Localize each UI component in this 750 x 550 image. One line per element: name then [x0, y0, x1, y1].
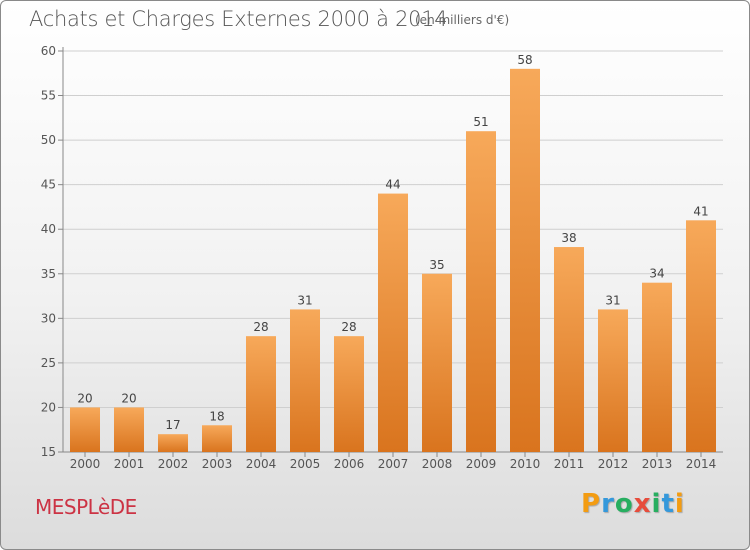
y-tick-label: 20 — [41, 400, 56, 414]
bar-2005 — [290, 309, 320, 452]
x-tick-label: 2004 — [246, 457, 277, 471]
y-tick-label: 55 — [41, 89, 56, 103]
data-label: 35 — [429, 258, 444, 272]
bar-2009 — [466, 131, 496, 452]
data-label: 28 — [253, 320, 268, 334]
x-tick-label: 2012 — [598, 457, 629, 471]
logo-letter: r — [601, 489, 615, 519]
data-label: 20 — [121, 391, 136, 405]
commune-name: MESPLèDE — [35, 495, 137, 519]
x-tick-label: 2011 — [554, 457, 585, 471]
y-tick-label: 30 — [41, 311, 56, 325]
bar-2008 — [422, 273, 452, 452]
logo-letter: x — [633, 489, 652, 519]
logo-letter: o — [614, 489, 634, 519]
data-label: 58 — [517, 53, 532, 67]
bar-2011 — [554, 247, 584, 452]
x-tick-label: 2003 — [202, 457, 233, 471]
bar-2003 — [202, 425, 232, 452]
x-tick-label: 2014 — [686, 457, 717, 471]
bar-2002 — [158, 434, 188, 452]
bar-2007 — [378, 193, 408, 453]
logo-letter: P — [581, 489, 602, 519]
data-label: 18 — [209, 409, 224, 423]
y-tick-label: 60 — [41, 44, 56, 58]
x-tick-label: 2005 — [290, 457, 321, 471]
data-label: 20 — [77, 391, 92, 405]
bar-2001 — [114, 407, 144, 452]
data-label: 34 — [649, 267, 664, 281]
y-tick-label: 25 — [41, 356, 56, 370]
x-tick-label: 2009 — [466, 457, 497, 471]
tick-labels: 15 20 25 30 35 40 45 50 55 60 2000 2001 2002 2003 2004… — [41, 44, 717, 471]
proxiti-logo: Proxiti — [581, 489, 685, 519]
x-tick-label: 2006 — [334, 457, 365, 471]
x-tick-label: 2008 — [422, 457, 453, 471]
data-labels: 20 20 17 18 28 31 28 44 35 51 58 38 31 34 41 — [77, 53, 708, 432]
logo-letter: i — [674, 489, 685, 519]
y-tick-label: 35 — [41, 267, 56, 281]
x-tick-label: 2002 — [158, 457, 189, 471]
bars — [70, 68, 716, 453]
chart-title: Achats et Charges Externes 2000 à 2014 — [29, 7, 448, 31]
data-label: 17 — [165, 418, 180, 432]
x-tick-label: 2000 — [70, 457, 101, 471]
data-label: 31 — [605, 293, 620, 307]
logo-letter: i — [651, 489, 662, 519]
bar-2000 — [70, 407, 100, 452]
data-label: 41 — [693, 204, 708, 218]
y-tick-label: 40 — [41, 222, 56, 236]
bar-2014 — [686, 220, 716, 452]
y-tick-label: 50 — [41, 133, 56, 147]
logo-letter: t — [661, 489, 675, 519]
bar-2010 — [510, 68, 540, 453]
data-label: 51 — [473, 115, 488, 129]
x-tick-label: 2013 — [642, 457, 673, 471]
bar-2013 — [642, 282, 672, 452]
bar-2006 — [334, 336, 364, 452]
chart-unit: (en milliers d'€) — [415, 13, 510, 27]
bar-2012 — [598, 309, 628, 452]
data-label: 38 — [561, 231, 576, 245]
x-tick-label: 2001 — [114, 457, 145, 471]
x-tick-label: 2007 — [378, 457, 409, 471]
data-label: 28 — [341, 320, 356, 334]
data-label: 44 — [385, 178, 400, 192]
y-tick-label: 15 — [41, 445, 56, 459]
x-tick-label: 2010 — [510, 457, 541, 471]
data-label: 31 — [297, 293, 312, 307]
y-tick-label: 45 — [41, 178, 56, 192]
bar-2004 — [246, 336, 276, 452]
